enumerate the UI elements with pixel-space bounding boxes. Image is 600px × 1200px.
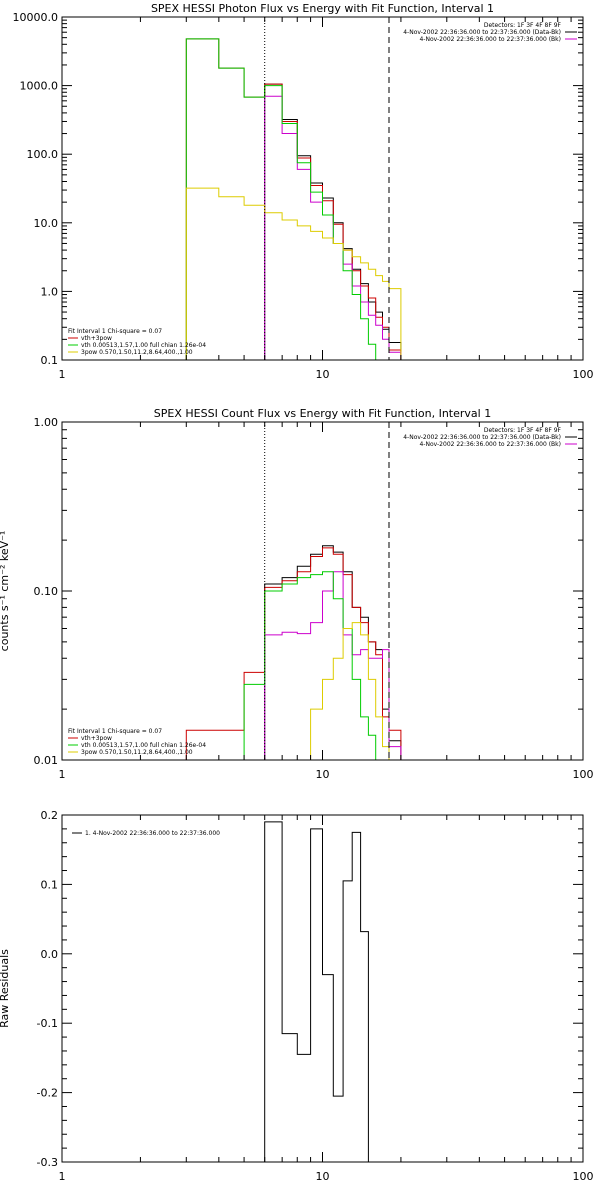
legend-entry: 1. 4-Nov-2002 22:36:36.000 to 22:37:36.0…: [85, 830, 220, 837]
x-tick-label: 1: [59, 768, 66, 781]
series-line: [296, 622, 390, 760]
chart-title: SPEX HESSI Count Flux vs Energy with Fit…: [154, 407, 491, 420]
x-tick-label: 100: [573, 368, 594, 381]
chart-panel-3: 1 10 100 -0.3 -0.2 -0.1 0.0 0.1 0.2 Raw Residuals…: [0, 809, 594, 1183]
legend-entry: Detectors: 1F 3F 4F 8F 9F: [484, 22, 562, 29]
plot-area: [264, 821, 377, 1162]
legend-entry: vth 0.00513,1.57,1.00 full chian 1.26e-0…: [81, 342, 206, 349]
y-tick-label: 1.0: [41, 285, 59, 298]
chart-panel-1: SPEX HESSI Photon Flux vs Energy with Fi…: [13, 2, 594, 381]
y-axis-label: counts s⁻¹ cm⁻² keV⁻¹: [0, 531, 11, 652]
y-tick-label: 0.1: [41, 354, 59, 367]
y-tick-label: -0.2: [37, 1087, 58, 1100]
series-line: [264, 821, 377, 1162]
x-tick-label: 100: [573, 1170, 594, 1183]
legend-entry: vth+3pow: [81, 335, 112, 342]
chart-panel-2: SPEX HESSI Count Flux vs Energy with Fit…: [0, 407, 594, 781]
y-axis-label: Raw Residuals: [0, 949, 11, 1028]
legend-entry: 3pow 0.570,1.50,11.2,8.64,400.,1.00: [81, 749, 193, 756]
plot-area: [185, 545, 402, 760]
legend-entry: 4-Nov-2002 22:36:36.000 to 22:37:36.000 …: [419, 441, 561, 448]
x-tick-label: 10: [316, 1170, 330, 1183]
y-tick-label: 0.01: [34, 754, 59, 767]
x-tick-label: 10: [316, 768, 330, 781]
chart-title: SPEX HESSI Photon Flux vs Energy with Fi…: [151, 2, 494, 15]
y-tick-label: 1000.0: [20, 80, 59, 93]
x-tick-label: 1: [59, 1170, 66, 1183]
legend-entry: 4-Nov-2002 22:36:36.000 to 22:37:36.000 …: [419, 36, 561, 43]
y-tick-label: 100.0: [27, 148, 59, 161]
legend-entry: vth+3pow: [81, 735, 112, 742]
series-line: [185, 187, 402, 360]
y-tick-label: 10000.0: [13, 11, 59, 24]
legend-entry: Fit Interval 1 Chi-square = 0.07: [68, 728, 162, 735]
y-tick-label: 0.1: [41, 878, 59, 891]
legend-entry: vth 0.00513,1.57,1.00 full chian 1.26e-0…: [81, 742, 206, 749]
x-tick-label: 1: [59, 368, 66, 381]
legend-entry: Detectors: 1F 3F 4F 8F 9F: [484, 427, 562, 434]
legend-entry: 3pow 0.570,1.50,11.2,8.64,400.,1.00: [81, 349, 193, 356]
y-tick-label: 0.0: [41, 948, 59, 961]
legend-entry: Fit Interval 1 Chi-square = 0.07: [68, 328, 162, 335]
y-tick-label: 10.0: [34, 217, 59, 230]
x-tick-label: 10: [316, 368, 330, 381]
plot-area: [185, 38, 402, 360]
series-line: [185, 38, 377, 360]
y-tick-label: 0.2: [41, 809, 59, 822]
y-tick-label: 0.10: [34, 585, 59, 598]
series-line: [243, 571, 383, 760]
x-tick-label: 100: [573, 768, 594, 781]
y-tick-label: 1.00: [34, 416, 59, 429]
legend-entry: 4-Nov-2002 22:36:36.000 to 22:37:36.000 …: [403, 434, 561, 441]
y-tick-label: -0.3: [37, 1156, 58, 1169]
series-line: [185, 38, 402, 360]
legend-entry: 4-Nov-2002 22:36:36.000 to 22:37:36.000 …: [403, 29, 561, 36]
y-tick-label: -0.1: [37, 1017, 58, 1030]
